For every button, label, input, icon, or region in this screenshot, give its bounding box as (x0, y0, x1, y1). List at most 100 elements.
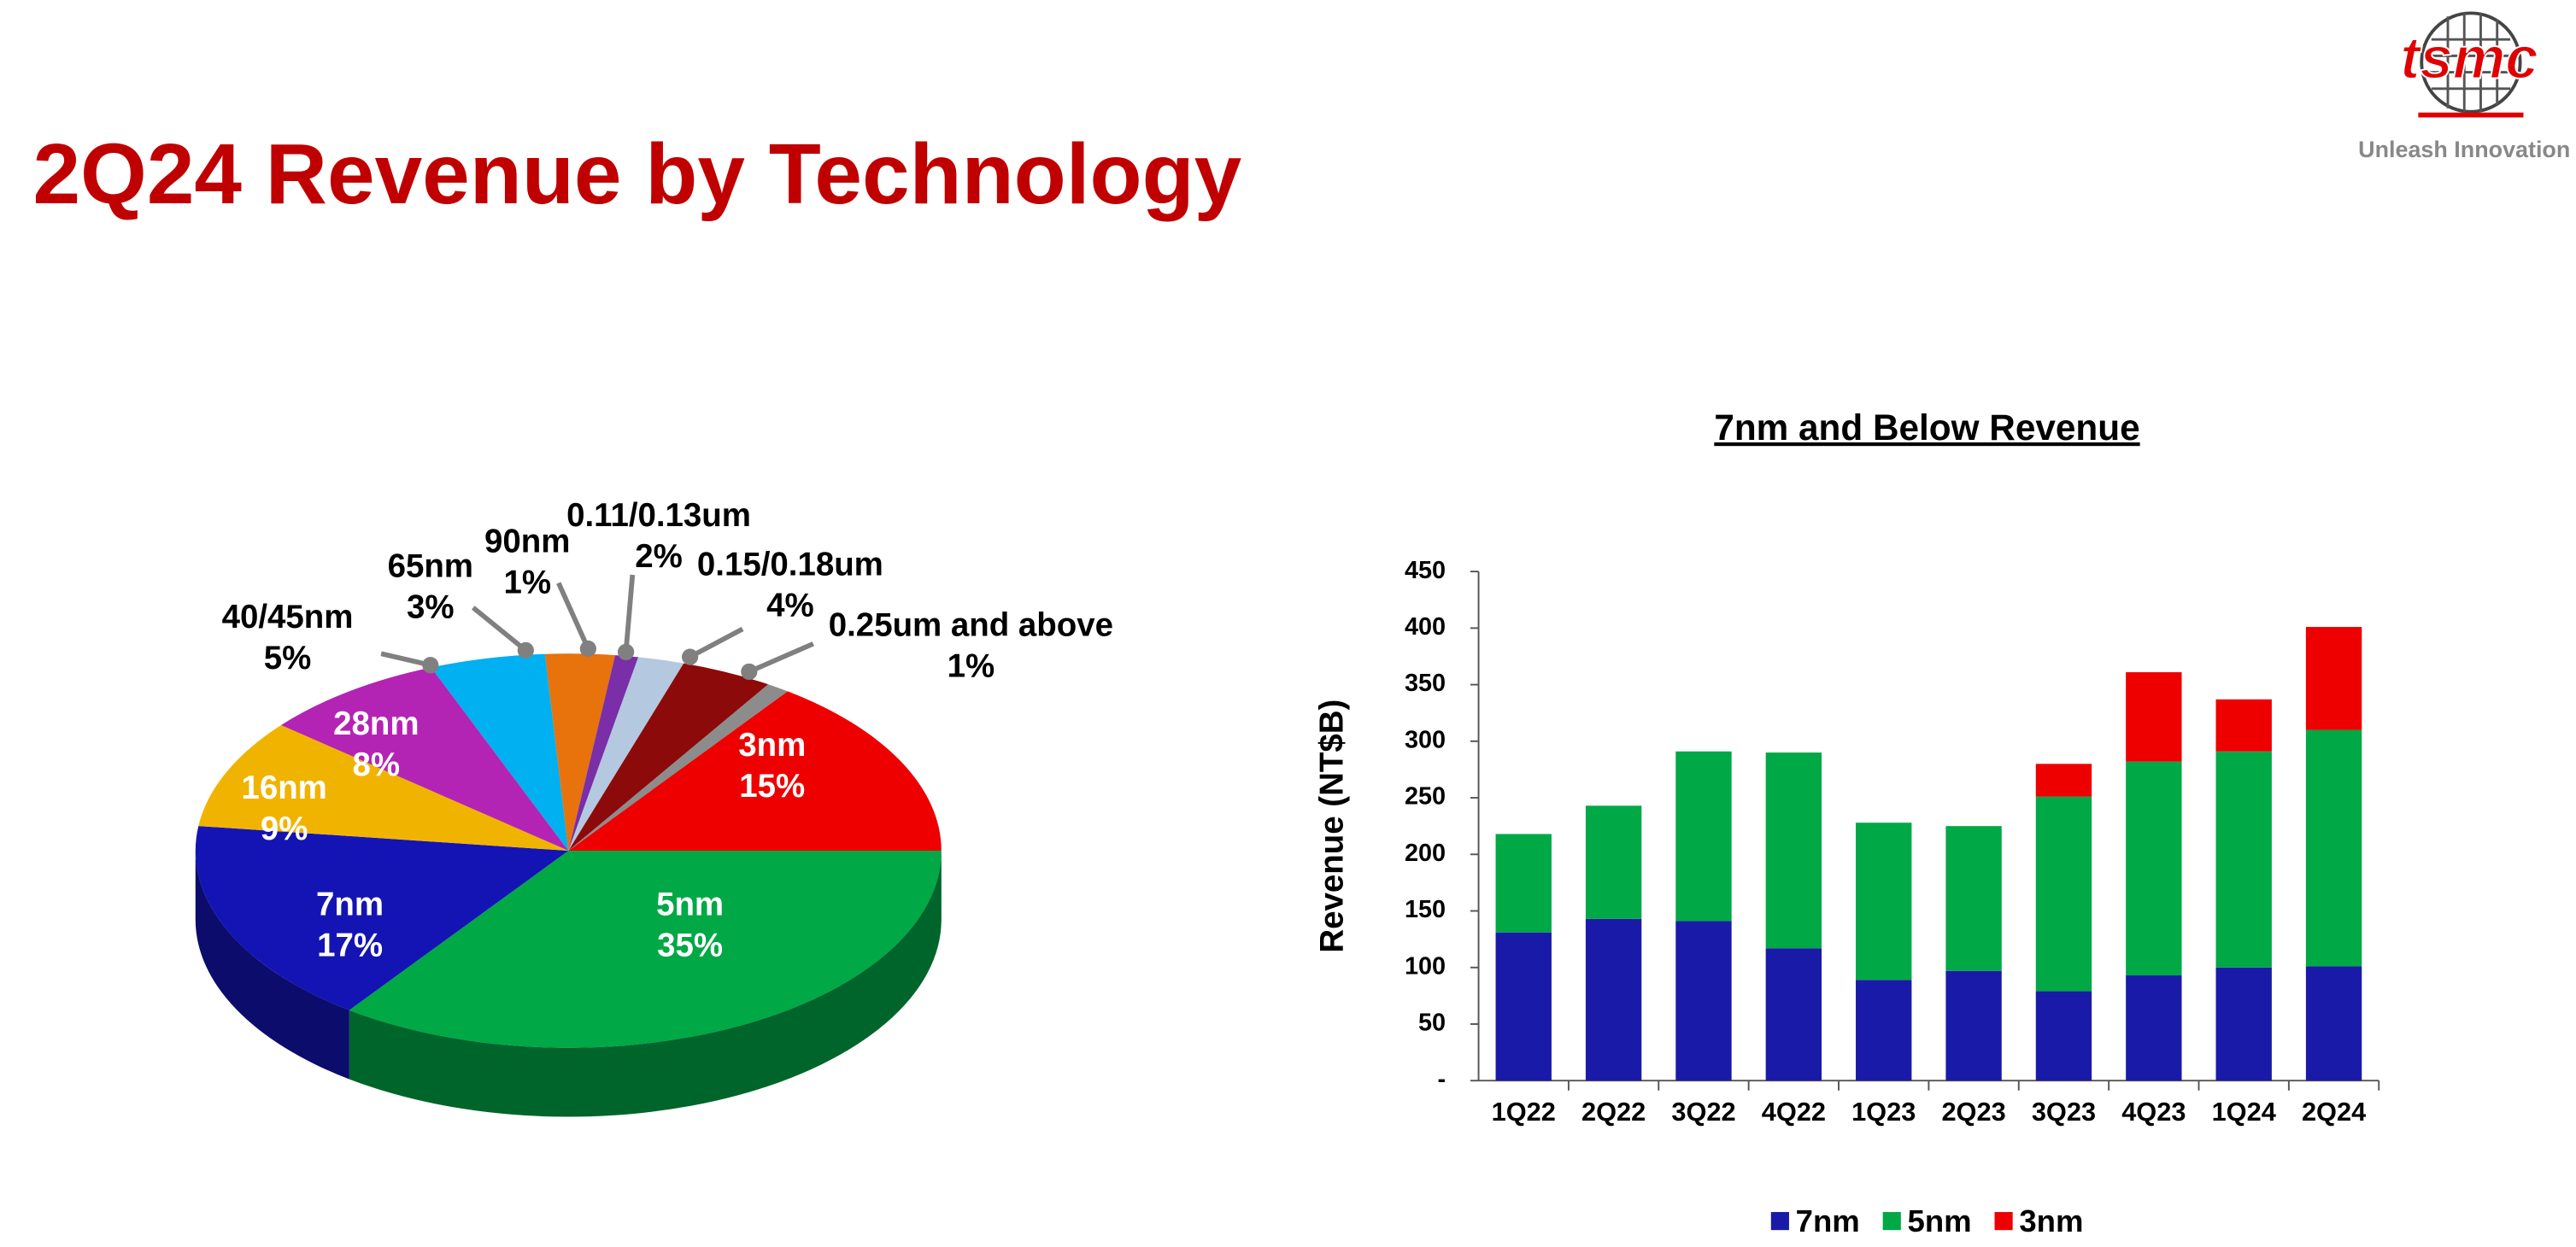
x-tick-label: 1Q24 (2212, 1097, 2276, 1127)
bar-segment (1675, 921, 1732, 1081)
y-axis-label: Revenue (NT$B) (1313, 700, 1350, 953)
slice-side (349, 851, 942, 1117)
bar-segment (1585, 918, 1642, 1081)
y-tick-label: 400 (1405, 613, 1446, 641)
pie-slice (280, 667, 569, 852)
chart-title: 7nm and Below Revenue (1714, 407, 2139, 448)
slice-side-shade (195, 851, 349, 1080)
slice-label: 28nm (333, 705, 419, 742)
bar-segment (2126, 672, 2182, 762)
bar-segment (2215, 699, 2272, 752)
leader-line (471, 606, 528, 653)
slice-value-label: 1% (948, 648, 995, 685)
bar-segment (2035, 796, 2092, 992)
slice-value-label: 17% (317, 928, 383, 964)
slice-label: 3nm (738, 727, 806, 764)
bar-segment (1585, 805, 1642, 919)
leader-dot (517, 641, 534, 659)
leader-line (689, 626, 744, 659)
pie-slice (431, 653, 569, 852)
slice-value-label: 9% (261, 811, 308, 847)
slice-value-label: 1% (503, 565, 551, 601)
leader-line (556, 582, 591, 650)
logo: tsmc Unleash Innovation (2358, 11, 2570, 162)
leader-dot (422, 657, 439, 674)
bar-segment (1495, 932, 1552, 1081)
legend-swatch (1994, 1212, 2013, 1231)
legend-swatch (1882, 1212, 1901, 1231)
slice-side-shade (349, 851, 942, 1117)
logo-text: tsmc (2400, 24, 2538, 91)
bar-segment (2035, 764, 2092, 797)
pie-slice (195, 826, 569, 1010)
leader-dot (617, 643, 635, 660)
slice-value-label: 3% (407, 589, 455, 626)
bar-segment (2215, 751, 2272, 968)
pie-slice (568, 655, 639, 852)
bar-segment (2305, 627, 2362, 730)
slice-label: 7nm (316, 887, 384, 923)
leader-dot (741, 663, 758, 681)
leader-line (748, 641, 814, 675)
bar-segment (2035, 991, 2092, 1081)
bar-segment (1765, 752, 1822, 949)
pie-slice (544, 653, 616, 852)
x-tick-label: 2Q23 (1941, 1097, 2005, 1127)
y-tick-label: 150 (1405, 896, 1446, 923)
y-tick-label: 300 (1405, 726, 1446, 753)
slice-label: 5nm (656, 887, 724, 923)
slice-value-label: 35% (657, 928, 723, 964)
bar-segment (1856, 980, 1912, 1081)
slice-label: 0.25um and above (829, 607, 1113, 644)
slice-value-label: 8% (353, 746, 401, 783)
y-tick-label: 250 (1405, 783, 1446, 811)
x-tick-label: 3Q22 (1671, 1097, 1735, 1127)
x-tick-label: 1Q22 (1492, 1097, 1556, 1127)
y-tick-label: 450 (1405, 557, 1446, 584)
bar-segment (2305, 729, 2362, 967)
leader-dot (681, 648, 699, 665)
slice-label: 0.15/0.18um (697, 547, 883, 583)
x-tick-label: 4Q22 (1762, 1097, 1826, 1127)
y-tick-label: - (1437, 1066, 1446, 1093)
leader-dot (579, 640, 596, 658)
leader-line (380, 651, 431, 668)
x-tick-label: 3Q23 (2032, 1097, 2096, 1127)
slice-label: 0.11/0.13um (566, 497, 751, 534)
bar-segment (2126, 761, 2182, 976)
slice-label: 40/45nm (222, 599, 354, 635)
bar-segment (2215, 967, 2272, 1081)
x-tick-label: 4Q23 (2121, 1097, 2186, 1127)
legend-label: 7nm (1796, 1203, 1860, 1238)
x-tick-label: 2Q22 (1581, 1097, 1646, 1127)
y-tick-label: 100 (1405, 952, 1446, 980)
bar-segment (1945, 826, 2002, 971)
bar-segment (1856, 823, 1912, 981)
leader-line (623, 574, 636, 653)
slide-title: 2Q24 Revenue by Technology (32, 126, 1241, 222)
slice-label: 90nm (484, 524, 570, 560)
x-tick-label: 1Q23 (1851, 1097, 1916, 1127)
bar-segment (2126, 975, 2182, 1081)
slice-label: 16nm (241, 770, 326, 806)
legend-label: 5nm (1908, 1203, 1972, 1238)
pie-slice (198, 724, 569, 852)
bar-segment (1765, 948, 1822, 1081)
x-tick-label: 2Q24 (2302, 1097, 2366, 1127)
slice-value-label: 2% (635, 538, 683, 575)
pie-slice (568, 657, 684, 852)
pie-slice (568, 691, 942, 852)
legend-label: 3nm (2019, 1203, 2083, 1238)
y-tick-label: 50 (1418, 1010, 1446, 1037)
slice-value-label: 5% (264, 640, 312, 676)
slice-value-label: 4% (766, 588, 814, 624)
bar-segment (1495, 834, 1552, 933)
pie-slice (568, 663, 769, 852)
pie-slice (349, 851, 942, 1048)
tagline: Unleash Innovation (2358, 137, 2570, 162)
pie-slice (568, 684, 788, 852)
slice-side (195, 851, 349, 1080)
slice-label: 65nm (388, 547, 473, 584)
